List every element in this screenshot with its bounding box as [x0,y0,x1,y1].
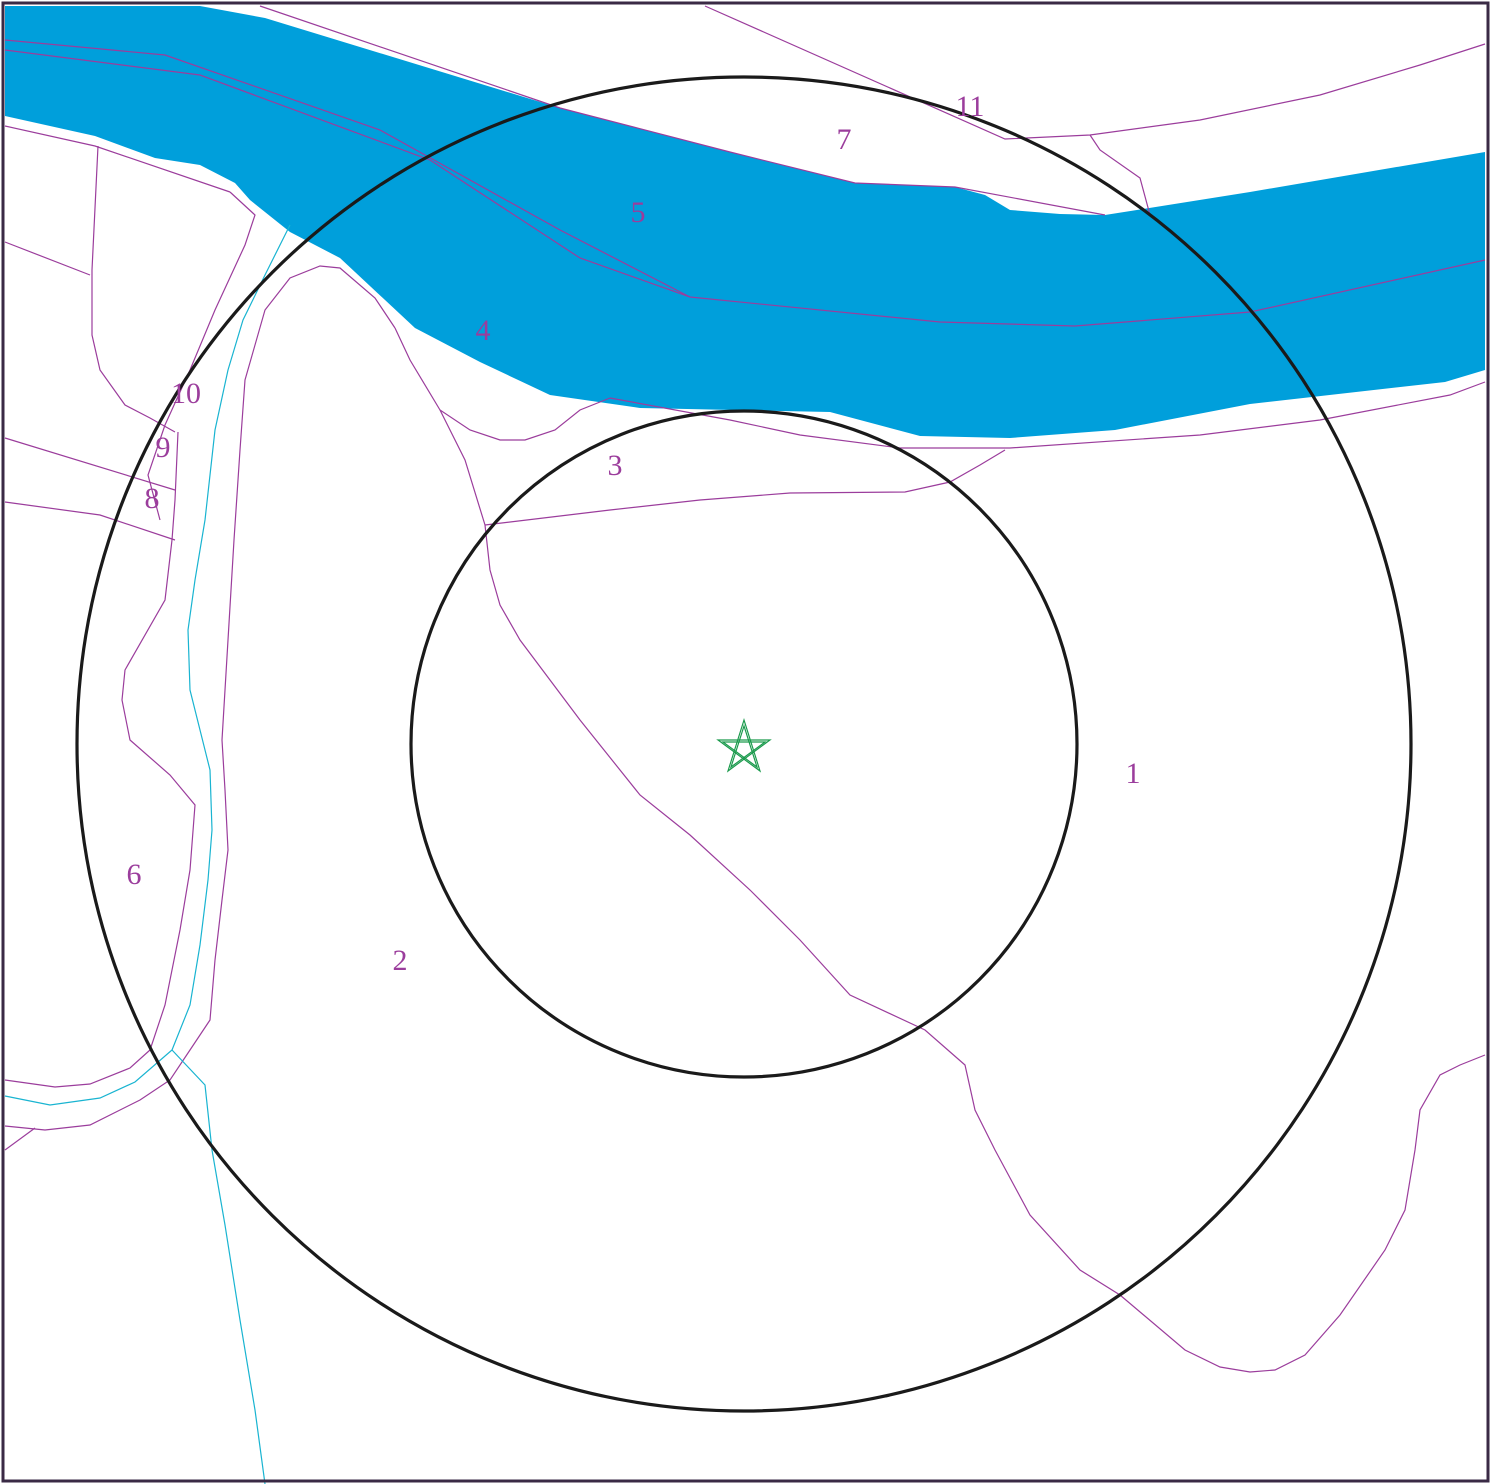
parcel-boundary [704,5,1486,140]
stream-line [4,224,291,1106]
parcel-boundary [4,1127,36,1151]
parcel-label-2: 2 [393,944,408,977]
parcel-label-8: 8 [145,482,160,515]
parcel-boundary [4,501,176,541]
parcel-label-3: 3 [608,449,623,482]
parcel-boundary [259,5,1106,216]
inner-buffer-ring [409,409,1079,1079]
parcel-boundary [609,381,1486,449]
parcel-boundary [4,265,396,1131]
parcel-label-6: 6 [127,858,142,891]
parcel-label-4: 4 [476,314,491,347]
parcel-boundaries [4,5,1486,1373]
parcel-boundary [4,39,691,298]
parcel-boundary [4,241,91,276]
parcel-boundary [1089,134,1151,216]
river [5,6,1485,438]
outer-buffer-ring [75,75,1413,1413]
parcel-boundary [91,145,176,433]
parcel-labels: 1 2 3 4 5 6 7 8 9 10 11 [127,90,1141,977]
parcel-label-11: 11 [956,90,985,123]
parcel-label-10: 10 [171,377,201,410]
parcel-boundary [394,327,611,441]
parcel-boundary [4,437,176,491]
parcel-boundary [4,125,231,193]
parcel-label-5: 5 [631,196,646,229]
parcel-label-7: 7 [837,123,852,156]
parcel-label-1: 1 [1126,757,1141,790]
stream [4,224,291,1484]
stream-line [171,1049,266,1484]
parcel-boundary [439,409,1486,1373]
parcel-boundary [4,431,196,1088]
parcel-label-9: 9 [156,431,171,464]
parcel-boundary [484,449,1006,526]
star-icon [716,717,772,773]
parcel-boundary [147,191,256,521]
